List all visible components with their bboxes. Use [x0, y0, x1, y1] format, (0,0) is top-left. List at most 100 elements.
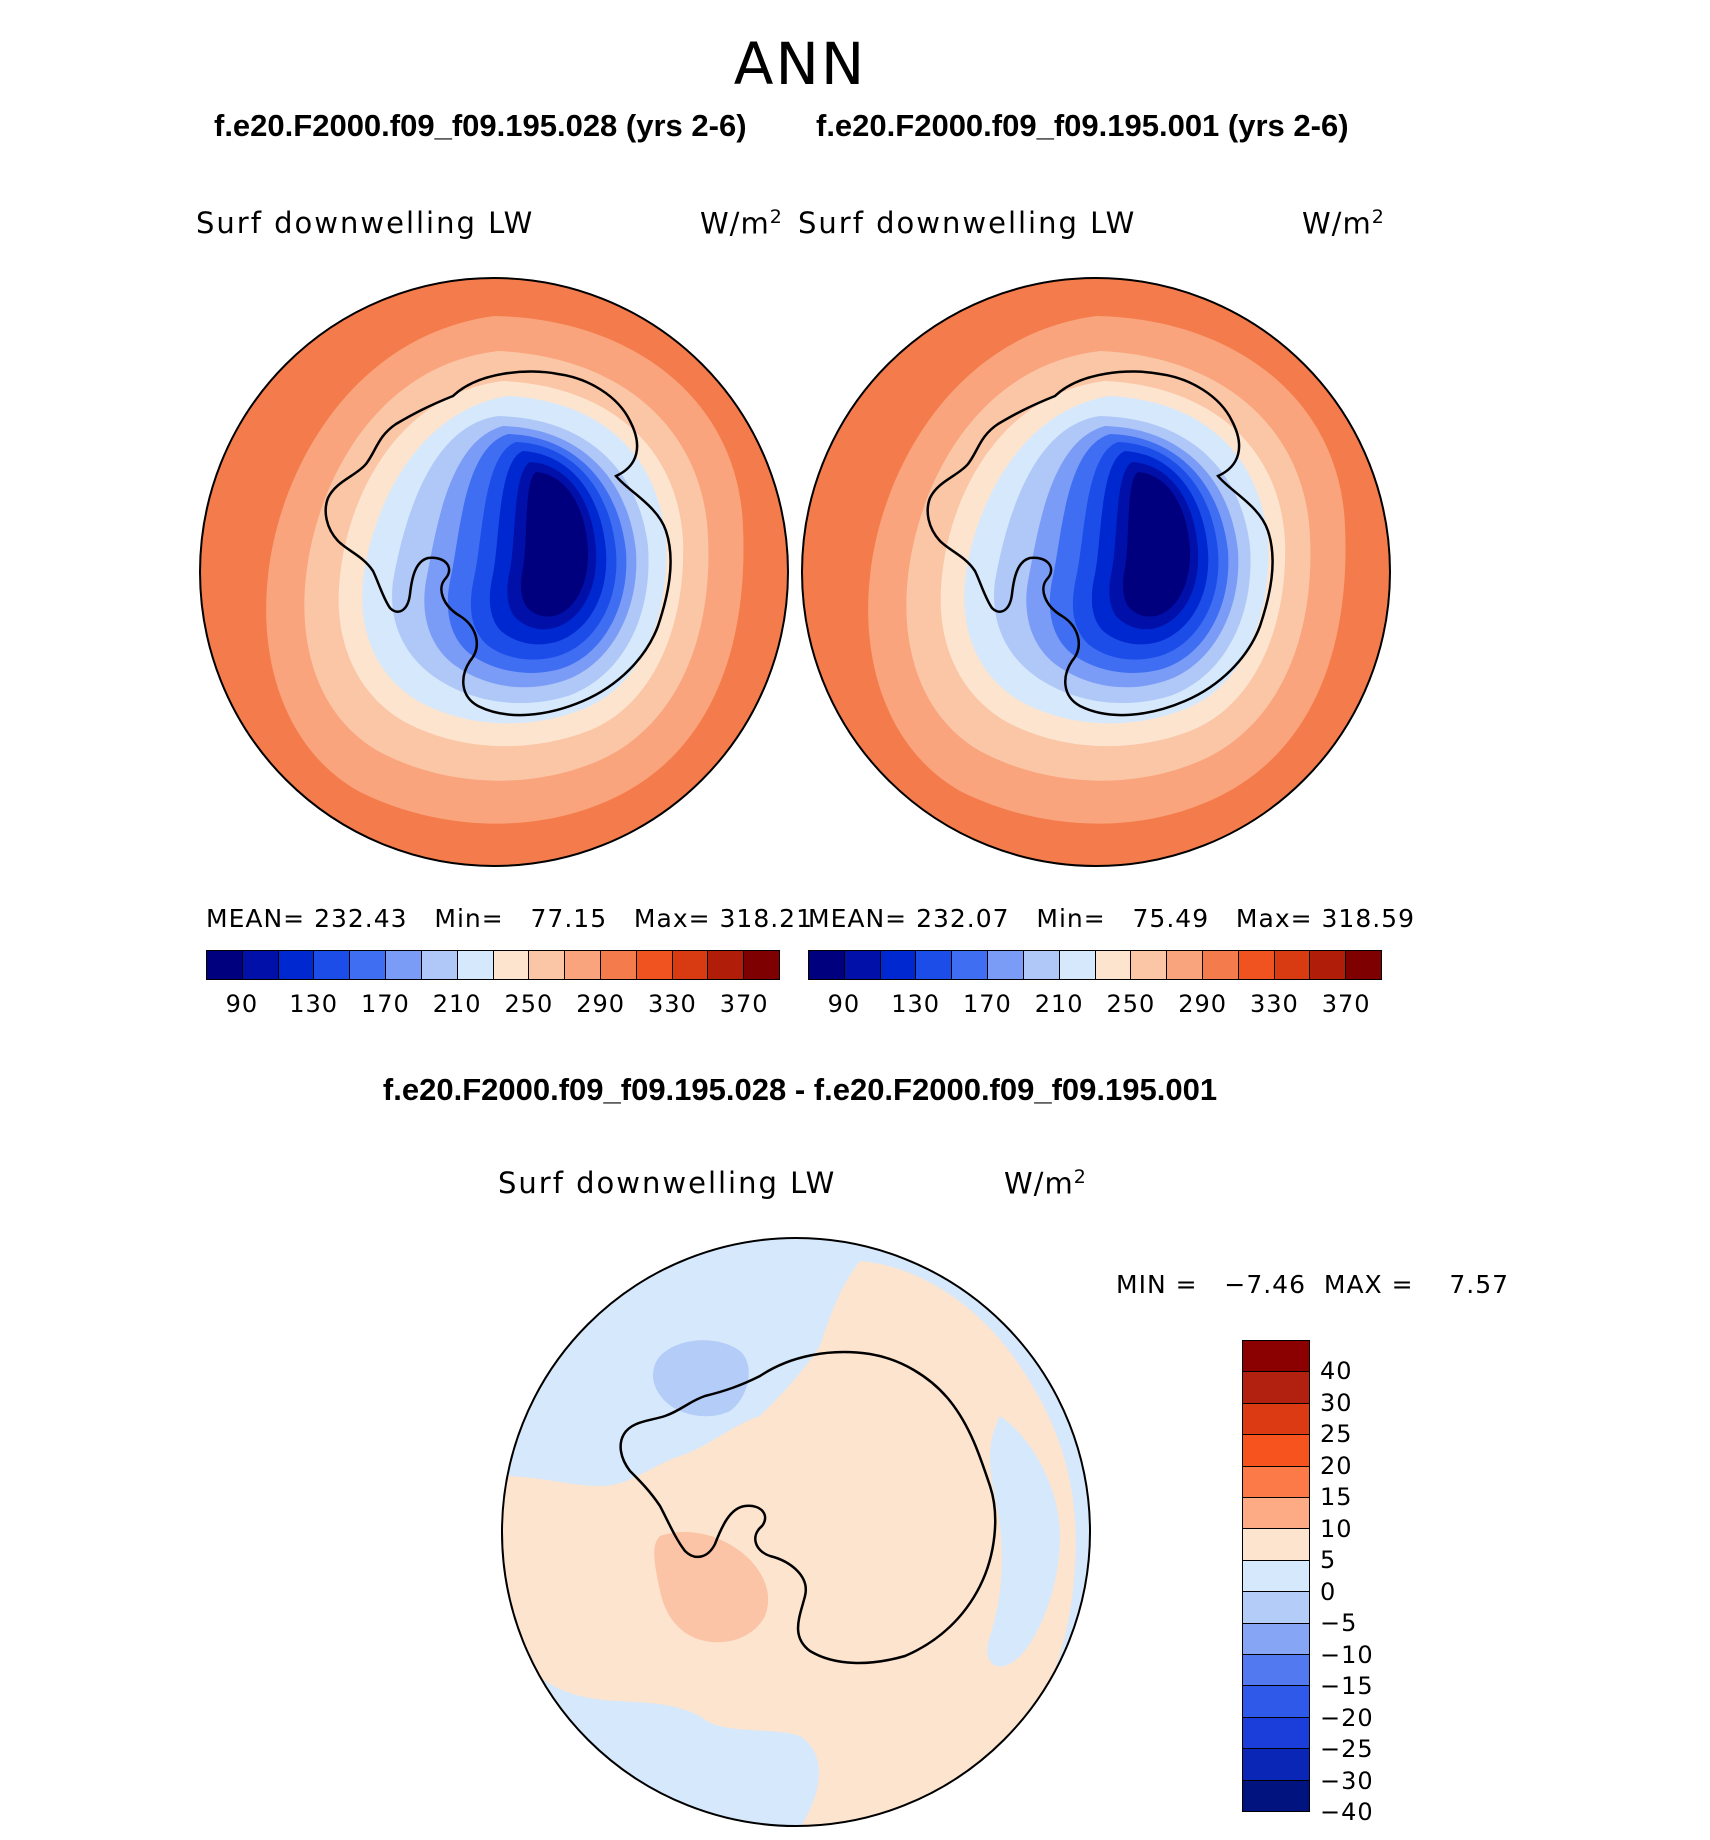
colorbar-swatch [350, 951, 387, 979]
diff-colorbar-tick-label: −25 [1320, 1735, 1374, 1764]
diff-colorbar-tick-label: 20 [1320, 1451, 1353, 1480]
colorbar-swatch [1167, 951, 1203, 979]
colorbar-tick-label: 330 [1249, 990, 1299, 1018]
var-label-right: Surf downwelling LW [798, 206, 1137, 240]
diff-colorbar-swatch [1243, 1372, 1309, 1404]
colorbar-swatch [242, 951, 279, 979]
colorbar-swatch [386, 951, 422, 979]
colorbar-swatch [1202, 951, 1239, 979]
colorbar-swatch [565, 951, 601, 979]
colorbar-swatch [1274, 951, 1311, 979]
colorbar-swatch [844, 951, 881, 979]
diff-colorbar-tick-label: 0 [1320, 1577, 1337, 1606]
colorbar-swatch [809, 951, 845, 979]
diff-colorbar-swatch [1243, 1717, 1309, 1750]
colorbar-swatch [1059, 951, 1096, 979]
stats-left: MEAN= 232.43 Min= 77.15 Max= 318.21 [206, 904, 813, 933]
antarctica-coastline [324, 370, 672, 717]
map-diff [501, 1237, 1091, 1827]
map-left-border [199, 277, 789, 867]
colorbar-swatch [457, 951, 494, 979]
colorbar-swatch [1131, 951, 1168, 979]
colorbar-swatch [600, 951, 637, 979]
var-label-left: Surf downwelling LW [196, 206, 535, 240]
diff-colorbar-swatch [1243, 1466, 1309, 1499]
diff-positive-region [502, 1261, 1076, 1826]
colorbar-swatch [672, 951, 709, 979]
main-title: ANN [733, 30, 867, 98]
colorbar-tick-label: 130 [289, 990, 339, 1018]
colorbar-tick-label: 250 [1106, 990, 1156, 1018]
diff-colorbar-swatch [1243, 1403, 1309, 1436]
diff-colorbar-tick-label: 30 [1320, 1388, 1353, 1417]
colorbar-tick-label: 170 [962, 990, 1012, 1018]
colorbar-swatch [744, 951, 779, 979]
colorbar-tick-label: 170 [360, 990, 410, 1018]
colorbar-tick-label: 370 [719, 990, 769, 1018]
diff-colorbar-tick-label: −5 [1320, 1609, 1358, 1638]
diff-colorbar-swatch [1243, 1560, 1309, 1593]
field-band-12 [521, 472, 589, 617]
colorbar-tick-label: 90 [827, 990, 861, 1018]
colorbar-swatch [278, 951, 315, 979]
diff-colorbar-tick-label: 10 [1320, 1514, 1353, 1543]
map-left [199, 277, 789, 867]
diff-colorbar-swatch [1243, 1686, 1309, 1718]
var-label-diff: Surf downwelling LW [498, 1166, 837, 1200]
diff-colorbar-tick-label: 15 [1320, 1483, 1353, 1512]
diff-neg-patch [987, 1416, 1060, 1667]
antarctica-coastline [926, 370, 1274, 717]
colorbar-swatch [1023, 951, 1060, 979]
diff-colorbar-tick-label: −20 [1320, 1703, 1374, 1732]
colorbar-tick-label: 290 [1178, 990, 1228, 1018]
diff-colorbar-swatch [1243, 1623, 1309, 1656]
field-band-12 [1123, 472, 1191, 617]
diff-stats: MIN = −7.46 MAX = 7.57 [1116, 1270, 1510, 1299]
colorbar-swatch [529, 951, 566, 979]
colorbar-tick-label: 290 [576, 990, 626, 1018]
colorbar-swatch [708, 951, 745, 979]
colorbar-left [206, 950, 780, 980]
colorbar-right [808, 950, 1382, 980]
map-diff-border [501, 1237, 1091, 1827]
diff-title: f.e20.F2000.f09_f09.195.028 - f.e20.F200… [382, 1072, 1218, 1107]
diff-colorbar-swatch [1243, 1341, 1309, 1373]
colorbar-swatch [493, 951, 530, 979]
colorbar-swatch [952, 951, 989, 979]
colorbar-tick-label: 210 [1034, 990, 1084, 1018]
diff-colorbar-tick-label: 25 [1320, 1420, 1353, 1449]
colorbar-tick-label: 130 [891, 990, 941, 1018]
diff-pos-patch [654, 1531, 769, 1643]
colorbar-tick-label: 90 [225, 990, 259, 1018]
diff-colorbar-swatch [1243, 1529, 1309, 1561]
colorbar-tick-label: 210 [432, 990, 482, 1018]
colorbar-swatch [207, 951, 243, 979]
unit-label-left: W/m2 [700, 206, 783, 241]
colorbar-swatch [1310, 951, 1347, 979]
colorbar-tick-label: 330 [647, 990, 697, 1018]
map-right-border [801, 277, 1391, 867]
diff-colorbar-tick-label: −10 [1320, 1640, 1374, 1669]
unit-label-diff: W/m2 [1004, 1166, 1087, 1201]
case-title-right: f.e20.F2000.f09_f09.195.001 (yrs 2-6) [816, 108, 1349, 143]
colorbar-swatch [1095, 951, 1132, 979]
case-title-left: f.e20.F2000.f09_f09.195.028 (yrs 2-6) [214, 108, 747, 143]
colorbar-tick-label: 250 [504, 990, 554, 1018]
diff-colorbar-swatch [1243, 1498, 1309, 1530]
diff-colorbar-tick-label: −40 [1320, 1798, 1374, 1826]
diff-neg-patch2 [653, 1340, 749, 1417]
colorbar-swatch [1346, 951, 1381, 979]
map-right [801, 277, 1391, 867]
colorbar-swatch [916, 951, 953, 979]
colorbar-swatch [988, 951, 1024, 979]
diff-colorbar-tick-label: 5 [1320, 1546, 1337, 1575]
colorbar-swatch [314, 951, 351, 979]
diff-colorbar [1242, 1340, 1310, 1812]
stats-right: MEAN= 232.07 Min= 75.49 Max= 318.59 [808, 904, 1415, 933]
diff-colorbar-swatch [1243, 1749, 1309, 1781]
diff-colorbar-swatch [1243, 1592, 1309, 1624]
antarctica-coastline [619, 1350, 997, 1665]
diff-colorbar-swatch [1243, 1435, 1309, 1467]
colorbar-swatch [1238, 951, 1275, 979]
colorbar-swatch [880, 951, 917, 979]
